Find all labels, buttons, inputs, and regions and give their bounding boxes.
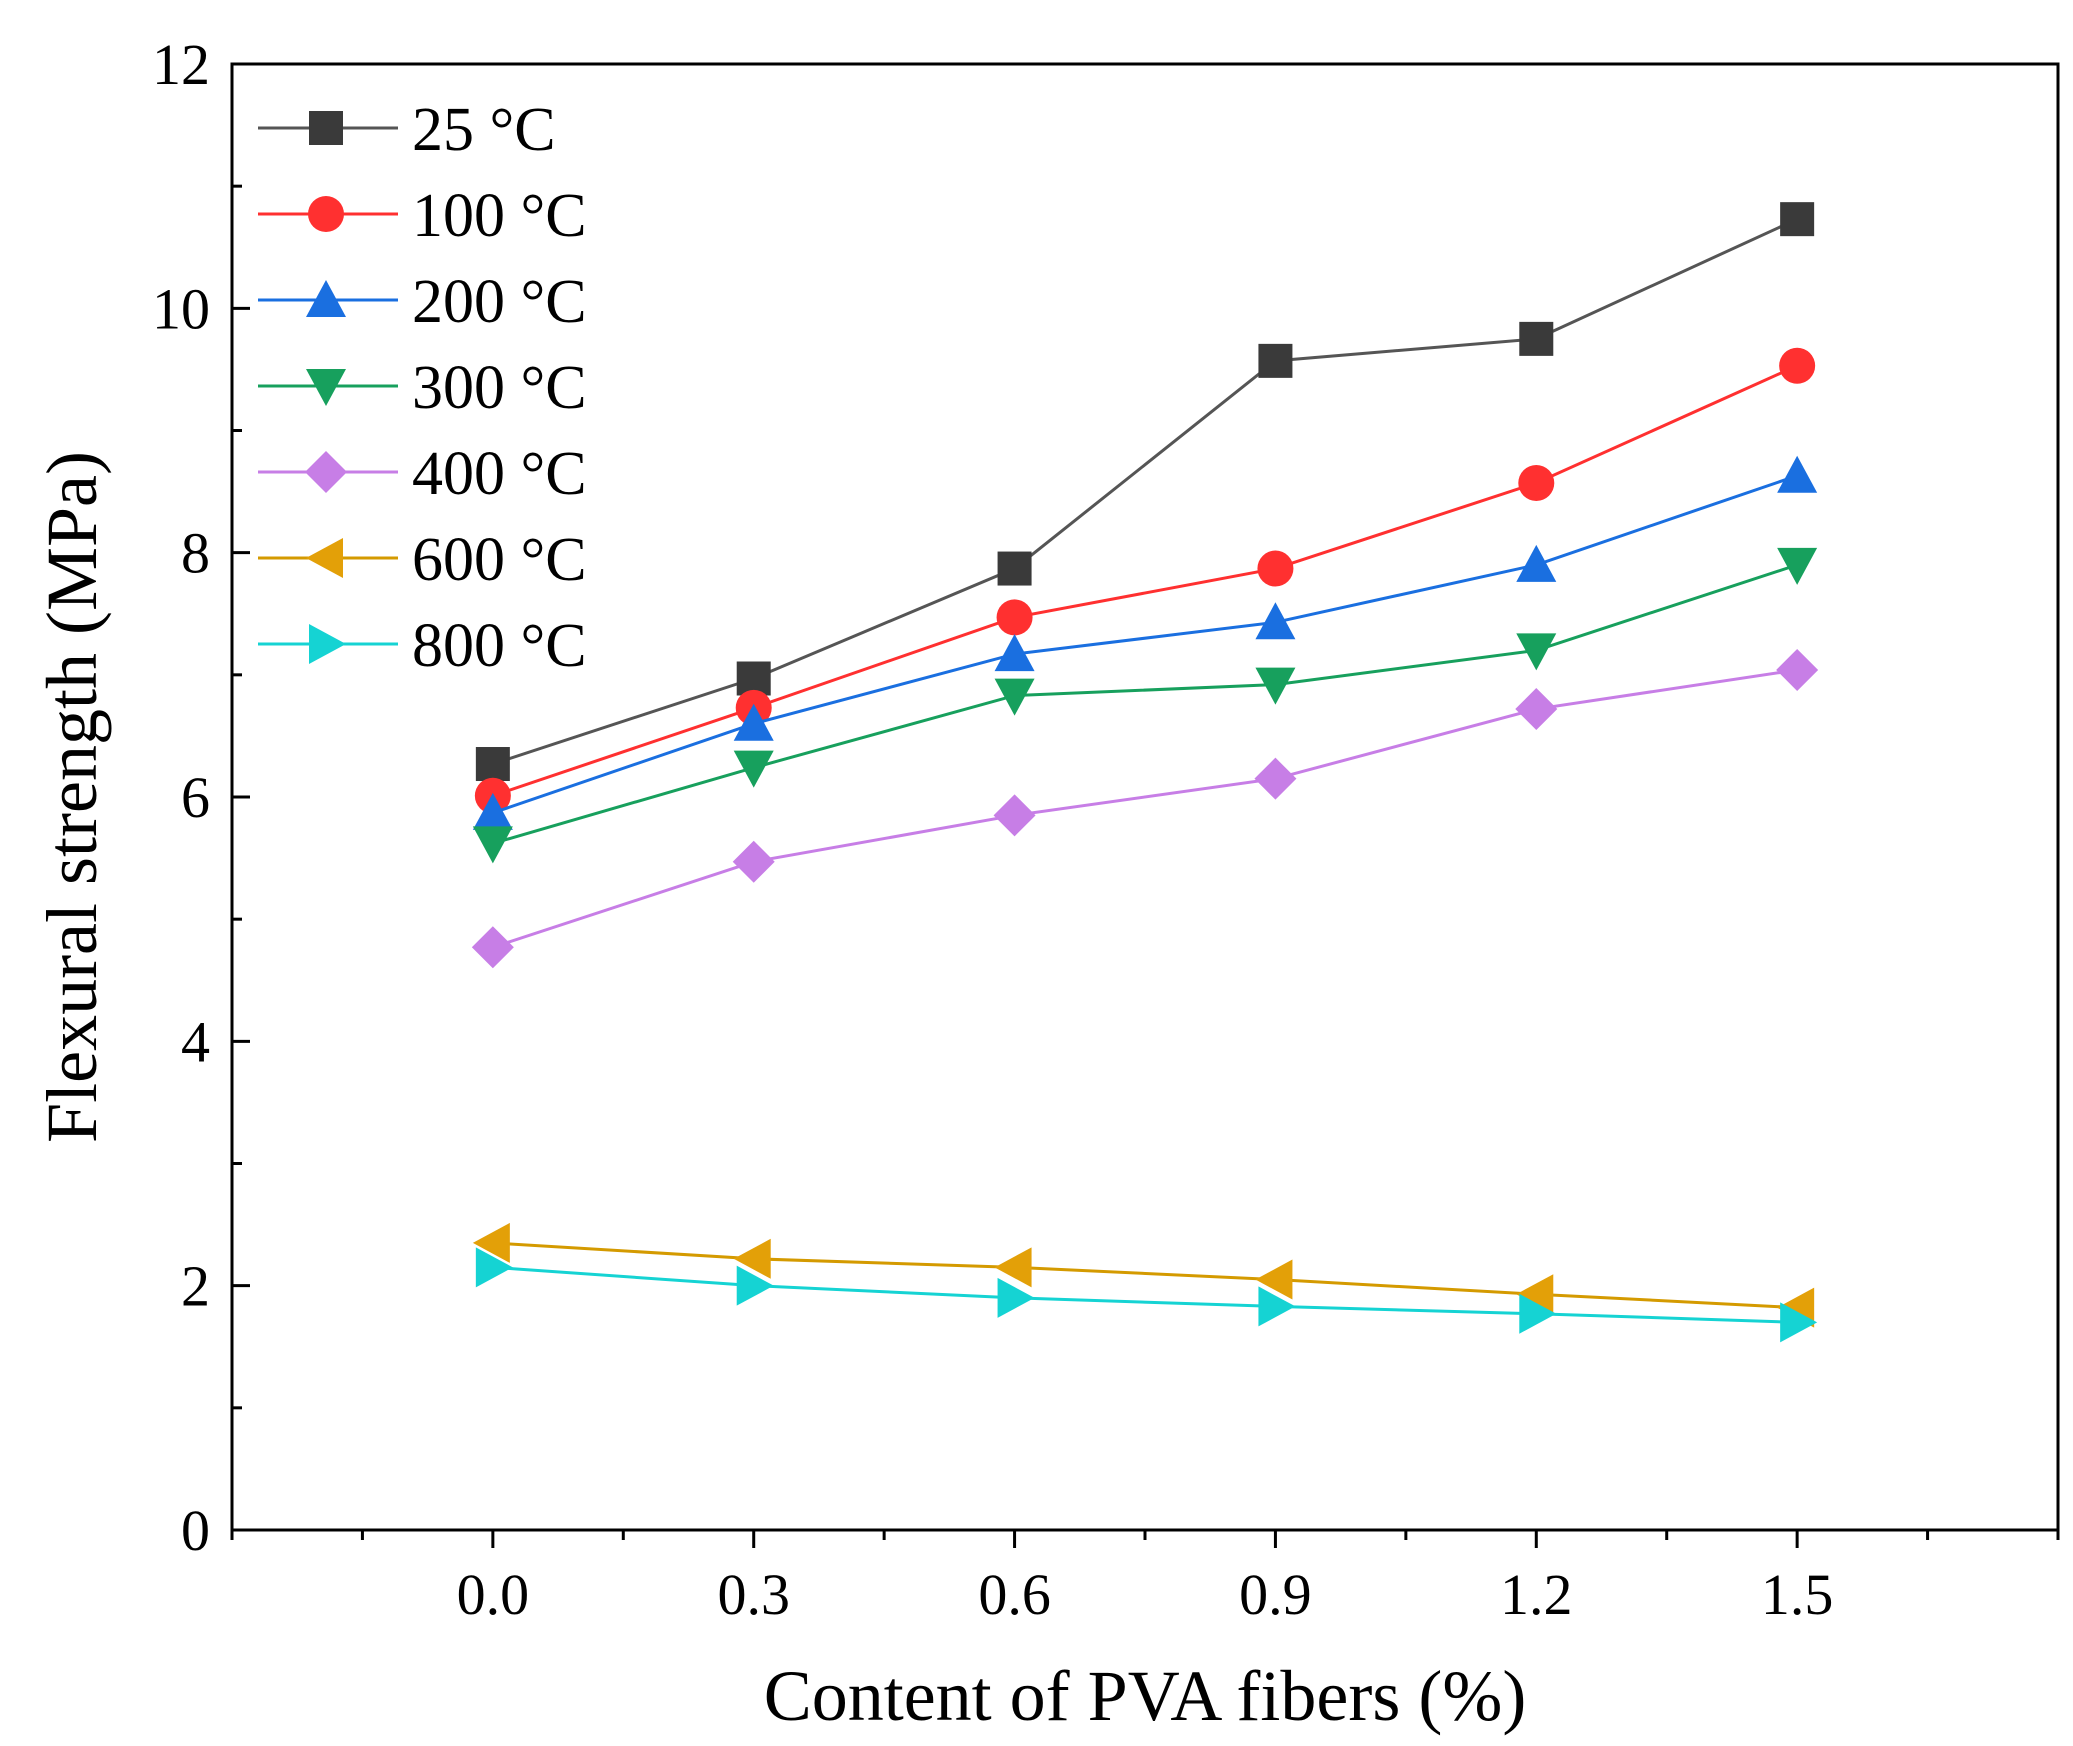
legend-item-25c: 25 °C [258,96,556,164]
x-tick-label: 0.0 [457,1562,530,1627]
data-point-200c [1777,455,1818,493]
data-point-300c [472,826,513,864]
legend-item-600c: 600 °C [258,526,587,594]
y-axis-title: Flexural strength (MPa) [32,451,112,1143]
data-point-25c [1780,202,1815,237]
legend-marker [305,451,347,493]
legend-label: 600 °C [412,526,587,594]
data-point-100c [1257,550,1294,587]
legend-label: 25 °C [412,96,556,164]
y-tick-label: 4 [181,1009,210,1074]
data-point-25c [997,551,1032,586]
data-point-800c [1519,1293,1557,1334]
legend-marker [308,196,344,232]
series-25c [475,202,1815,782]
legend-label: 100 °C [412,182,587,250]
series-line-300c [492,563,1798,845]
series-line-800c [492,1265,1798,1324]
data-point-400c [1515,688,1558,731]
data-point-25c [475,747,510,782]
series-layer [471,202,1819,1343]
data-point-400c [732,840,775,883]
data-point-800c [1780,1302,1818,1343]
x-tick-label: 0.9 [1239,1562,1312,1627]
data-point-200c [733,703,774,741]
legend-label: 400 °C [412,440,587,508]
data-point-300c [1255,667,1296,705]
series-line-200c [492,474,1798,815]
data-point-25c [1519,321,1554,356]
series-300c [472,547,1818,864]
data-point-600c [733,1238,771,1279]
data-point-100c [1518,465,1555,502]
x-tick-label: 0.6 [978,1562,1051,1627]
data-point-300c [1777,547,1818,585]
legend-marker [309,624,346,664]
data-point-200c [994,634,1035,672]
data-point-800c [997,1277,1035,1318]
data-point-600c [1516,1274,1554,1315]
data-point-800c [475,1247,513,1288]
legend-marker [309,111,343,145]
data-point-25c [1258,343,1293,378]
series-line-100c [492,364,1798,798]
x-tick-label: 0.3 [717,1562,790,1627]
legend: 25 °C 100 °C 200 °C 300 °C 400 °C 600 °C 800 °… [258,96,587,680]
series-line-25c [492,217,1798,766]
data-point-400c [1776,648,1819,691]
series-line-400c [492,668,1798,949]
series-600c [472,1222,1815,1328]
y-tick-label: 6 [181,765,210,830]
legend-item-400c: 400 °C [258,440,587,508]
data-point-400c [1254,757,1297,800]
data-point-300c [994,678,1035,716]
data-point-200c [1255,602,1296,640]
y-tick-label: 12 [152,32,210,97]
data-point-400c [471,926,514,969]
data-point-200c [472,792,513,830]
y-axis-ticks: 0 2 4 6 8 10 12 [152,32,250,1563]
series-100c [474,347,1816,814]
x-tick-label: 1.2 [1500,1562,1573,1627]
data-point-800c [736,1265,774,1306]
legend-marker [306,369,346,406]
data-point-200c [1516,544,1557,582]
legend-marker [306,280,346,317]
legend-item-200c: 200 °C [258,268,587,336]
x-axis-title: Content of PVA fibers (%) [764,1656,1527,1736]
data-point-800c [1258,1286,1296,1327]
series-line-600c [492,1241,1798,1310]
data-point-300c [1516,633,1557,671]
series-800c [475,1247,1818,1343]
y-tick-label: 10 [152,276,210,341]
data-point-100c [996,599,1033,636]
x-tick-label: 1.5 [1761,1562,1834,1627]
legend-label: 300 °C [412,354,587,422]
legend-label: 800 °C [412,612,587,680]
data-point-400c [993,794,1036,837]
data-point-600c [994,1247,1032,1288]
data-point-600c [1255,1259,1293,1300]
data-point-100c [1779,347,1816,384]
legend-item-800c: 800 °C [258,612,587,680]
y-tick-label: 2 [181,1254,210,1319]
series-400c [471,648,1819,969]
legend-label: 200 °C [412,268,587,336]
legend-item-300c: 300 °C [258,354,587,422]
y-tick-label: 0 [181,1498,210,1563]
legend-marker [306,538,343,578]
y-tick-label: 8 [181,521,210,586]
data-point-300c [733,750,774,788]
series-200c [472,455,1818,830]
legend-item-100c: 100 °C [258,182,587,250]
data-point-600c [472,1222,510,1263]
x-axis-ticks: 0.0 0.3 0.6 0.9 1.2 1.5 [230,1530,2060,1627]
